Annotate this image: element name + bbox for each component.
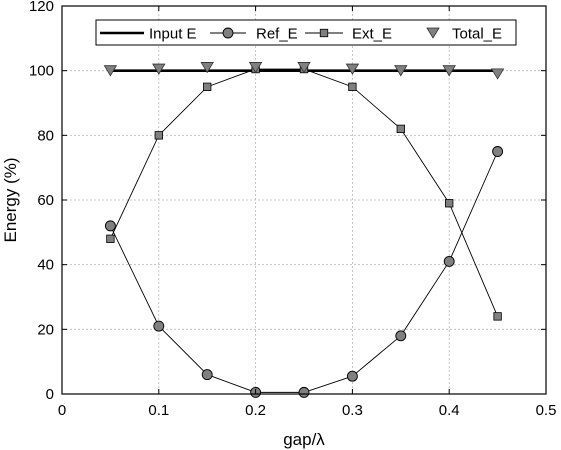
legend-swatch-marker-ref-e <box>222 27 234 39</box>
x-tick-label: 0.1 <box>148 402 169 419</box>
y-axis-label: Energy (%) <box>1 157 20 242</box>
x-tick-label: 0.4 <box>439 402 460 419</box>
data-point-ref-e <box>298 386 310 398</box>
legend-box <box>95 19 517 46</box>
data-point-total-e <box>152 63 166 75</box>
y-tick-label: 120 <box>29 0 54 15</box>
data-point-ext-e <box>396 124 405 134</box>
data-point-ref-e <box>153 320 165 332</box>
data-point-total-e <box>103 65 118 77</box>
data-point-ref-e <box>395 330 407 342</box>
data-point-total-e <box>200 62 214 74</box>
legend-label-ext-e: Ext_E <box>352 26 392 43</box>
y-tick-label: 0 <box>46 386 54 403</box>
data-point-ref-e <box>104 220 116 232</box>
data-point-total-e <box>442 65 456 77</box>
legend-swatch-marker-total-e <box>426 27 440 39</box>
data-point-ext-e <box>493 312 502 321</box>
y-tick-label: 60 <box>37 192 54 209</box>
legend: Input E Ref_E Ext_E Total_E <box>95 19 517 46</box>
data-point-total-e <box>248 62 263 74</box>
legend-label-total-e: Total_E <box>452 26 502 43</box>
legend-label-input-e: Input E <box>149 26 197 43</box>
data-point-ext-e <box>348 82 357 91</box>
y-tick-label: 40 <box>37 257 54 274</box>
data-point-ref-e <box>492 146 504 157</box>
data-point-total-e <box>394 65 408 77</box>
data-point-ref-e <box>443 255 455 267</box>
legend-swatch-marker-ext-e <box>319 28 329 38</box>
data-point-total-e <box>345 63 360 75</box>
series-lines <box>109 68 499 393</box>
data-point-total-e <box>297 62 311 74</box>
data-point-ext-e <box>445 199 454 208</box>
data-point-ref-e <box>346 370 358 382</box>
data-point-ext-e <box>203 82 212 91</box>
legend-label-ref-e: Ref_E <box>256 26 298 43</box>
x-axis-label: gap/λ <box>283 430 325 449</box>
axis-ticks: 0 0.1 0.2 0.3 0.4 0.5 0 20 40 60 80 100 120 <box>29 0 556 419</box>
data-point-ref-e <box>201 369 213 381</box>
x-tick-label: 0 <box>58 402 66 419</box>
x-tick-label: 0.5 <box>536 402 557 419</box>
x-tick-label: 0.3 <box>342 402 363 419</box>
y-tick-label: 80 <box>37 127 54 144</box>
series-markers <box>103 62 505 398</box>
data-point-ext-e <box>106 234 115 243</box>
y-tick-label: 20 <box>37 321 54 338</box>
x-tick-label: 0.2 <box>245 402 266 419</box>
series-line-ext-e <box>109 68 499 317</box>
data-point-ext-e <box>154 131 163 140</box>
data-point-total-e <box>490 68 505 80</box>
y-tick-label: 100 <box>29 63 54 80</box>
